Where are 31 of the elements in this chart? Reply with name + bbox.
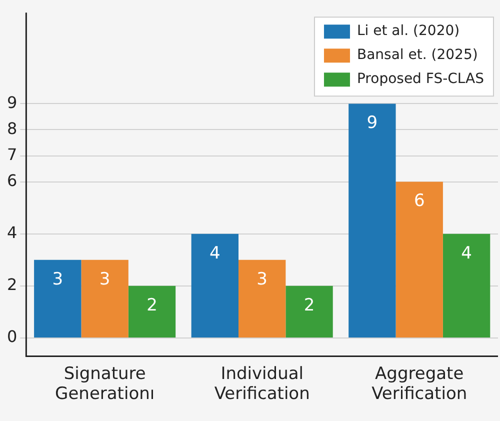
bar [286, 286, 333, 338]
data-label: 2 [146, 295, 158, 316]
bar [396, 182, 443, 338]
y-tick-label: 2 [6, 275, 18, 294]
data-label: 3 [256, 269, 268, 290]
data-label: 3 [52, 269, 64, 290]
bar [238, 260, 286, 338]
x-tick-label: Individual Verification [214, 364, 310, 404]
x-tick-label: Signature Generationı [55, 364, 155, 404]
bar [81, 260, 128, 338]
y-tick-label: 4 [6, 223, 18, 242]
data-label: 2 [304, 295, 315, 316]
bar [442, 234, 490, 338]
bar [34, 260, 82, 338]
x-tick-label: Aggregate Verification [372, 364, 468, 404]
legend-label: Li et al. (2020) [356, 23, 460, 40]
bar [348, 104, 396, 338]
legend-label: Bansal et. (2025) [356, 47, 478, 64]
data-label: 4 [209, 243, 220, 264]
y-tick-label: 9 [6, 92, 18, 112]
data-label: 9 [366, 113, 378, 134]
bar [191, 234, 238, 338]
data-label: 4 [461, 243, 472, 264]
legend-label: Proposed FS-CLAS [356, 71, 484, 88]
y-tick-label: 0 [6, 327, 18, 346]
data-label: 3 [99, 269, 110, 290]
y-tick-label: 8 [6, 118, 18, 138]
y-tick-label: 6 [6, 170, 18, 190]
bar [128, 286, 176, 338]
y-tick-label: 7 [6, 144, 18, 164]
data-label: 6 [414, 191, 425, 212]
